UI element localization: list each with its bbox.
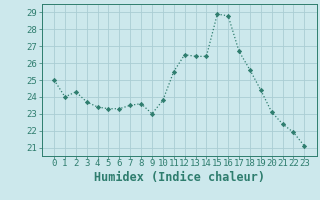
X-axis label: Humidex (Indice chaleur): Humidex (Indice chaleur) <box>94 171 265 184</box>
